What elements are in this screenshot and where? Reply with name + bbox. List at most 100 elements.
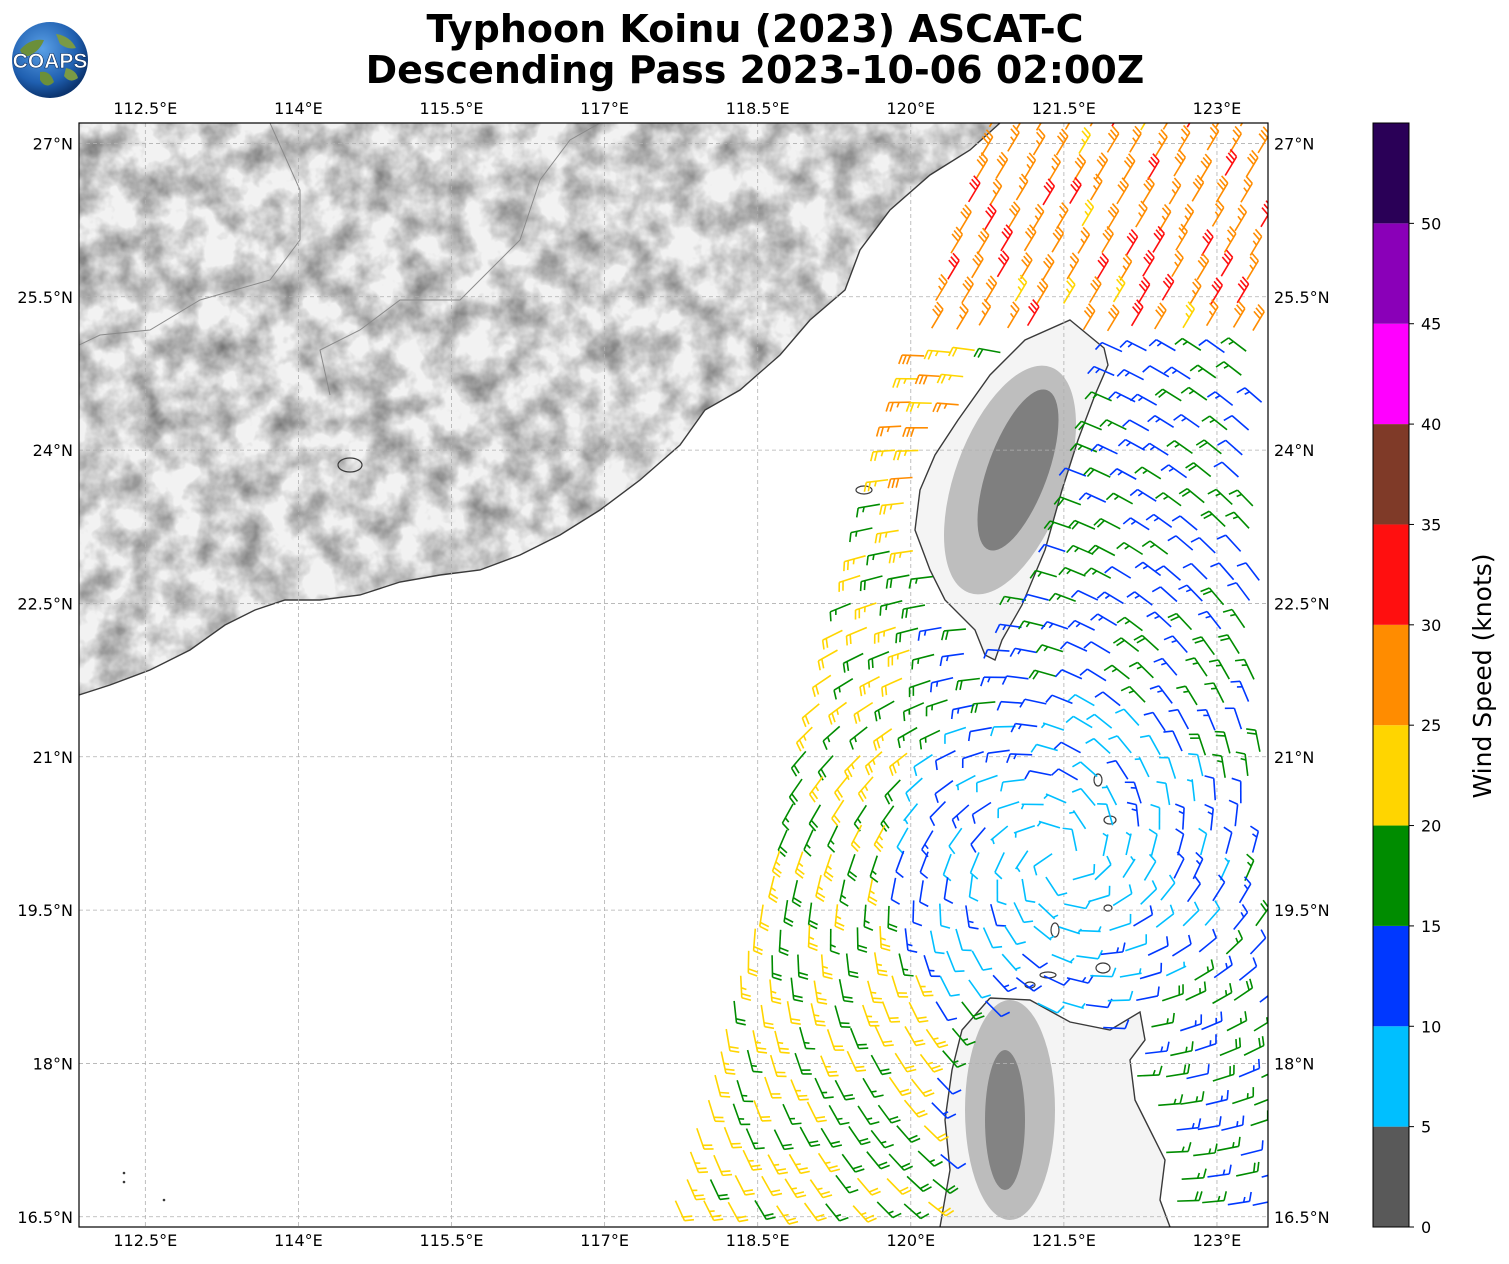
wind-barb: [1185, 657, 1208, 677]
wind-barb: [834, 774, 850, 802]
wind-barb: [935, 1001, 958, 1022]
wind-barb: [1081, 199, 1095, 227]
colorbar-tick-label: 0: [1421, 1218, 1431, 1237]
map-gridlines: [79, 123, 1268, 1227]
wind-barb: [936, 373, 964, 384]
wind-barb: [1153, 657, 1178, 676]
wind-barb: [940, 1153, 967, 1170]
lat-tick-label: 24°N: [1274, 441, 1314, 460]
wind-barb: [1168, 177, 1182, 205]
wind-barb: [1176, 1118, 1202, 1131]
wind-barb: [820, 1055, 839, 1077]
wind-barb: [1041, 253, 1055, 281]
wind-barb: [1148, 828, 1158, 856]
wind-barb: [864, 751, 883, 776]
lat-tick-label: 16.5°N: [17, 1208, 73, 1227]
wind-barb: [929, 800, 947, 827]
wind-barb: [811, 674, 832, 697]
wind-barb: [1236, 387, 1263, 403]
wind-barb: [799, 1026, 816, 1050]
wind-barb: [1108, 735, 1132, 754]
wind-barb: [1112, 637, 1140, 653]
wind-barb: [992, 974, 1017, 993]
wind-barb: [1260, 200, 1268, 228]
wind-barb: [1161, 984, 1184, 1002]
wind-barb: [1062, 1001, 1086, 1009]
wind-barb: [1163, 730, 1183, 752]
wind-barb: [1198, 827, 1208, 856]
wind-barb: [1031, 203, 1045, 231]
wind-barb: [989, 178, 1003, 206]
wind-barb: [867, 878, 878, 906]
wind-barb: [873, 626, 896, 644]
wind-barb: [1048, 592, 1076, 603]
wind-barb: [1076, 949, 1104, 960]
wind-barb: [984, 275, 998, 303]
lon-tick-label: 121.5°E: [1032, 1231, 1096, 1250]
wind-barb: [879, 502, 904, 515]
wind-barb: [1234, 204, 1248, 232]
wind-barb: [817, 1152, 841, 1173]
wind-barb: [1089, 173, 1103, 201]
wind-barb: [1182, 301, 1196, 329]
wind-barb: [1077, 226, 1091, 254]
lat-tick-label: 18°N: [33, 1054, 73, 1073]
wind-barb: [994, 852, 1005, 880]
wind-barb: [902, 702, 925, 722]
wind-barb: [1142, 249, 1155, 277]
wind-barb: [888, 1076, 912, 1097]
wind-barb: [732, 1103, 751, 1126]
wind-barb: [1197, 610, 1222, 630]
wind-barb: [857, 776, 874, 803]
wind-barb: [1023, 152, 1037, 180]
wind-barb: [1042, 178, 1056, 206]
wind-barb: [1115, 708, 1140, 726]
wind-barb: [703, 1200, 724, 1222]
wind-barb: [831, 799, 845, 827]
wind-barb: [1196, 253, 1210, 281]
wind-barb: [1191, 174, 1205, 202]
wind-barb: [850, 824, 863, 853]
wind-barb: [917, 1150, 943, 1167]
wind-barb: [980, 676, 1006, 687]
lon-tick-label: 120°E: [886, 1231, 935, 1250]
wind-barb: [1181, 1168, 1207, 1180]
wind-barb: [1116, 177, 1129, 205]
wind-barb: [745, 1128, 765, 1150]
wind-barb: [767, 1154, 788, 1175]
wind-barb: [985, 749, 1010, 763]
wind-barb: [1102, 832, 1109, 857]
colorbar-bin: [1373, 1126, 1409, 1227]
wind-barb: [967, 726, 992, 742]
wind-barb: [1160, 464, 1188, 479]
wind-barb: [935, 273, 948, 301]
colorbar-bin: [1373, 323, 1409, 425]
wind-barb: [707, 1099, 725, 1123]
wind-barb: [1071, 787, 1096, 807]
wind-barb: [1099, 419, 1127, 431]
wind-barb: [1106, 304, 1120, 332]
wind-barb: [1032, 128, 1046, 156]
wind-barb: [1186, 779, 1196, 802]
wind-barb: [925, 699, 948, 717]
wind-barb: [950, 226, 964, 254]
wind-barb: [713, 1154, 733, 1177]
wind-barb: [983, 203, 997, 231]
wind-barb: [1176, 685, 1198, 706]
wind-barb: [1180, 1091, 1205, 1105]
lat-tick-label: 22.5°N: [17, 594, 73, 613]
wind-barb: [1178, 584, 1203, 602]
wind-barb: [1225, 929, 1244, 955]
wind-barb: [1134, 756, 1150, 778]
tiny-islets: [122, 1171, 166, 1202]
wind-barb: [906, 1175, 932, 1193]
wind-barb: [1119, 968, 1142, 978]
lon-tick-label: 123°E: [1193, 1231, 1242, 1250]
wind-barb: [1217, 439, 1243, 456]
lon-tick-label: 118.5°E: [726, 99, 790, 118]
wind-barb: [955, 928, 972, 952]
lat-tick-label: 19.5°N: [17, 901, 73, 920]
wind-barb: [1048, 154, 1061, 182]
wind-barb: [1174, 803, 1185, 830]
